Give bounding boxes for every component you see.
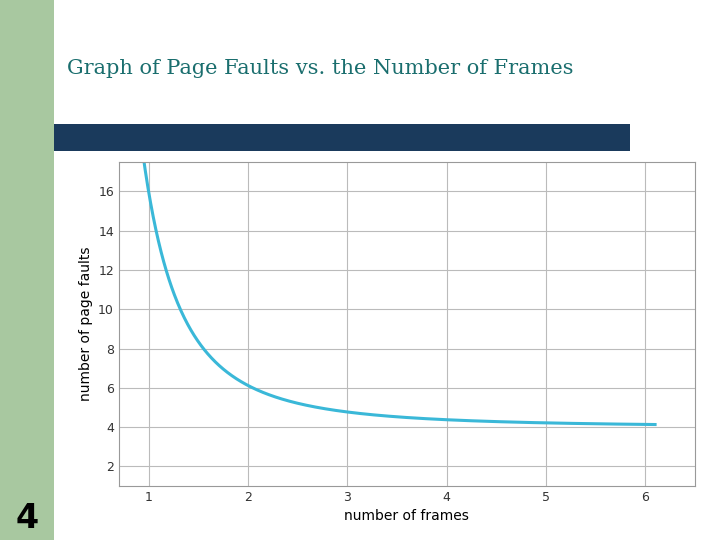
X-axis label: number of frames: number of frames xyxy=(344,509,469,523)
Y-axis label: number of page faults: number of page faults xyxy=(78,247,92,401)
Text: Graph of Page Faults vs. the Number of Frames: Graph of Page Faults vs. the Number of F… xyxy=(68,59,574,78)
Text: 4: 4 xyxy=(15,502,39,535)
